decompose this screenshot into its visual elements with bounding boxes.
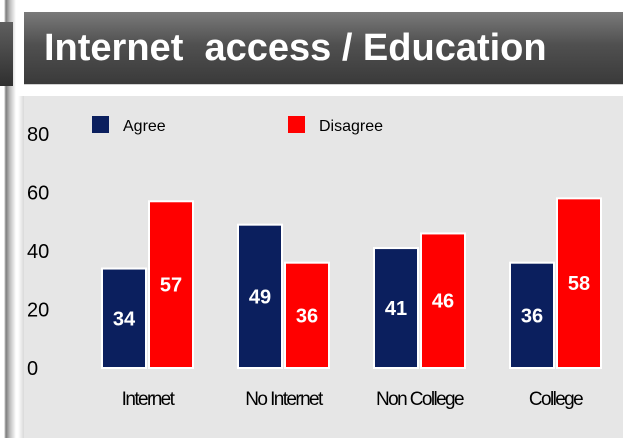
data-label: 34 — [113, 308, 136, 330]
left-edge-strip — [0, 22, 13, 86]
y-tick-label: 40 — [27, 241, 49, 263]
data-label: 46 — [432, 291, 454, 313]
legend-swatch-disagree — [288, 116, 305, 133]
y-tick-label: 60 — [27, 183, 49, 205]
x-tick-label: Internet — [122, 389, 176, 410]
x-tick-label: Non College — [376, 389, 464, 410]
bar-disagree-college — [556, 197, 602, 369]
bar-agree-college — [509, 261, 555, 370]
y-tick-label: 0 — [27, 358, 38, 380]
y-tick-label: 20 — [27, 300, 49, 322]
data-label: 49 — [249, 286, 271, 308]
panel-edge — [18, 96, 24, 438]
bar-agree-no-internet — [237, 223, 283, 369]
legend-label: Agree — [123, 118, 166, 135]
data-label: 41 — [385, 298, 407, 320]
chart-title: Internet access / Education — [44, 27, 547, 69]
x-tick-label: No Internet — [245, 389, 324, 410]
data-label: 36 — [521, 305, 543, 327]
bar-disagree-internet — [148, 200, 194, 369]
bar-agree-internet — [101, 267, 147, 369]
bar-disagree-non-college — [420, 232, 466, 369]
title-bar: Internet access / Education — [24, 12, 623, 84]
x-tick-label: College — [529, 389, 583, 410]
data-label: 57 — [160, 275, 182, 297]
legend-label: Disagree — [319, 118, 383, 135]
bar-disagree-no-internet — [284, 261, 330, 370]
legend-swatch-agree — [92, 116, 109, 133]
left-edge-decoration — [0, 0, 16, 438]
data-label: 36 — [296, 305, 318, 327]
data-label: 58 — [568, 273, 590, 295]
bar-agree-non-college — [373, 247, 419, 369]
y-tick-label: 80 — [27, 124, 49, 146]
